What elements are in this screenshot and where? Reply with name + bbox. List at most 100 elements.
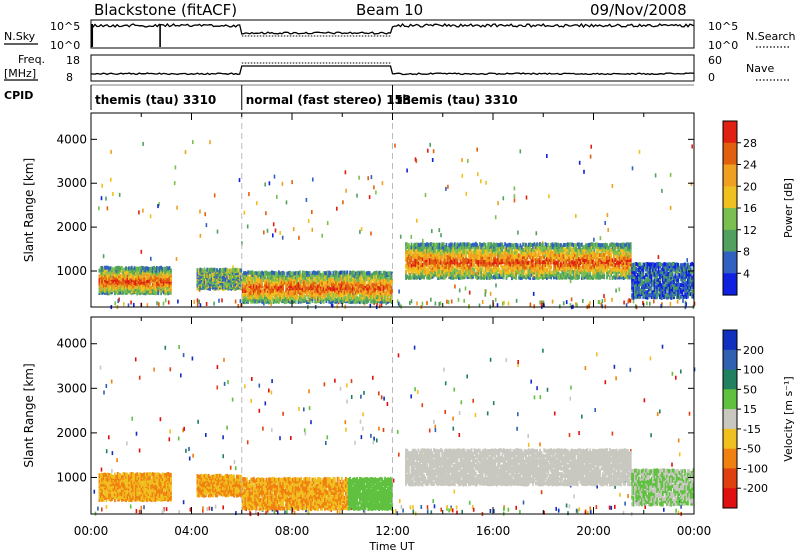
echo-cell [580, 248, 583, 252]
echo-cell [617, 265, 619, 270]
echo-cell [546, 253, 548, 258]
echo-cell [628, 242, 631, 247]
echo-cell [167, 300, 170, 305]
echo-cell [607, 272, 610, 277]
echo-cell [446, 270, 449, 275]
echo-cell [635, 275, 638, 280]
echo-cell [137, 282, 140, 287]
echo-cell [572, 255, 575, 260]
echo-cell [287, 288, 290, 293]
echo-cell [360, 284, 363, 289]
echo-cell [205, 274, 207, 278]
echo-cell [326, 288, 329, 293]
echo-cell [388, 284, 391, 289]
echo-cell [548, 252, 551, 257]
echo-cell [579, 270, 582, 275]
echo-cell [247, 270, 250, 275]
echo-cell [299, 273, 301, 278]
echo-cell [642, 287, 645, 292]
echo-cell [136, 284, 139, 289]
echo-cell [646, 265, 649, 269]
echo-cell [300, 284, 303, 289]
echo-cell [546, 259, 548, 264]
echo-cell [146, 266, 148, 271]
echo-cell [427, 242, 430, 247]
echo-cell [271, 292, 273, 297]
echo-cell [627, 258, 629, 263]
echo-cell [419, 245, 421, 250]
echo-cell [318, 293, 321, 298]
echo-cell [437, 276, 439, 280]
echo-cell [491, 243, 494, 248]
echo-cell [310, 279, 312, 284]
echo-cell [366, 292, 368, 297]
echo-cell [332, 295, 335, 300]
echo-cell [406, 274, 409, 279]
echo-cell [638, 280, 640, 285]
echo-cell [541, 250, 544, 255]
echo-cell [340, 297, 343, 301]
echo-cell [589, 242, 592, 247]
echo-cell [245, 293, 248, 298]
echo-cell [289, 286, 291, 291]
echo-cell [614, 267, 617, 272]
echo-cell [465, 268, 467, 273]
echo-cell [167, 285, 169, 290]
echo-cell [205, 281, 207, 286]
echo-cell [546, 154, 548, 158]
echo-cell [593, 252, 596, 257]
echo-cell [333, 291, 336, 296]
echo-cell [468, 290, 471, 295]
echo-cell [428, 248, 431, 253]
echo-cell [634, 289, 636, 294]
echo-cell [247, 291, 250, 296]
echo-cell [565, 260, 568, 265]
echo-cell [466, 250, 469, 255]
echo-cell [426, 244, 428, 249]
echo-cell [483, 272, 485, 277]
echo-cell [472, 260, 474, 265]
echo-cell [367, 270, 370, 275]
echo-cell [477, 267, 480, 272]
echo-cell [553, 243, 555, 248]
echo-cell [462, 250, 465, 255]
echo-cell [417, 252, 420, 257]
echo-cell [231, 267, 234, 272]
echo-cell [294, 279, 297, 284]
echo-cell [527, 245, 530, 250]
echo-cell [375, 190, 377, 195]
echo-cell [490, 262, 492, 267]
echo-cell [385, 278, 388, 282]
echo-cell [339, 290, 342, 295]
echo-cell [460, 275, 463, 280]
echo-cell [248, 282, 251, 287]
echo-cell [511, 276, 513, 281]
echo-cell [502, 265, 505, 270]
echo-cell [568, 269, 571, 274]
echo-cell [328, 270, 331, 275]
echo-cell [264, 280, 266, 285]
echo-cell [551, 273, 554, 278]
echo-cell [223, 275, 226, 280]
echo-cell [441, 260, 444, 265]
echo-cell [601, 263, 604, 268]
echo-cell [118, 290, 120, 295]
echo-cell [366, 299, 368, 304]
echo-cell [548, 263, 551, 268]
echo-cell [312, 273, 315, 278]
echo-cell [509, 269, 512, 274]
echo-cell [417, 242, 420, 247]
echo-cell [206, 285, 209, 290]
echo-cell [487, 248, 490, 253]
echo-cell [369, 303, 372, 308]
echo-cell [544, 273, 547, 278]
echo-cell [520, 265, 523, 270]
echo-cell [286, 294, 289, 299]
echo-cell [639, 288, 642, 293]
echo-cell [649, 274, 652, 279]
echo-cell [226, 268, 228, 273]
echo-cell [199, 267, 202, 272]
echo-cell [359, 271, 361, 276]
echo-cell [686, 258, 688, 263]
echo-cell [594, 270, 597, 275]
